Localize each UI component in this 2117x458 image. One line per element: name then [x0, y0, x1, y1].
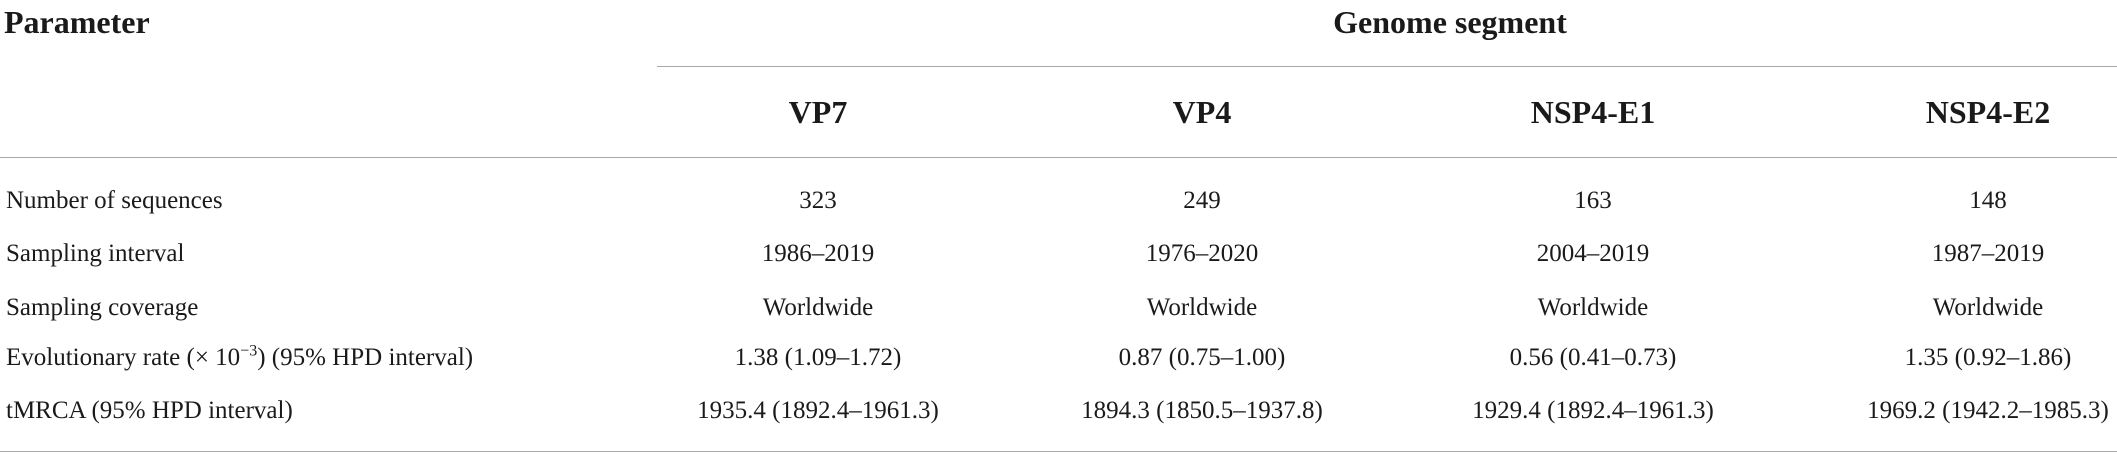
row-label-number-of-sequences: Number of sequences: [6, 187, 223, 214]
table-cell: 1.35 (0.92–1.86): [1904, 344, 2072, 371]
column-header-vp4: VP4: [1172, 94, 1232, 130]
table-cell: 249: [1183, 187, 1221, 214]
table-cell: 0.87 (0.75–1.00): [1118, 344, 1286, 371]
table-cell: 1935.4 (1892.4–1961.3): [697, 397, 939, 424]
header-group-rule: [657, 66, 2117, 67]
table-cell: Worldwide: [1537, 294, 1649, 321]
table-cell: 1969.2 (1942.2–1985.3): [1867, 397, 2109, 424]
table-cell: 1986–2019: [761, 240, 875, 267]
table-cell: Worldwide: [1146, 294, 1258, 321]
table-cell: 323: [799, 187, 837, 214]
table-cell: 0.56 (0.41–0.73): [1509, 344, 1677, 371]
row-label-tmrca: tMRCA (95% HPD interval): [6, 397, 293, 424]
table-cell: Worldwide: [1932, 294, 2044, 321]
table-cell: 1987–2019: [1931, 240, 2045, 267]
table-cell: 148: [1969, 187, 2007, 214]
row-label-prefix: Evolutionary rate (× 10: [6, 344, 241, 371]
row-label-sampling-coverage: Sampling coverage: [6, 294, 199, 321]
bottom-rule: [0, 451, 2117, 452]
table-cell: Worldwide: [762, 294, 874, 321]
column-header-nsp4-e1: NSP4-E1: [1530, 94, 1656, 130]
header-rule: [0, 157, 2117, 158]
column-header-nsp4-e2: NSP4-E2: [1925, 94, 2051, 130]
header-parameter: Parameter: [4, 4, 150, 40]
table-cell: 1.38 (1.09–1.72): [734, 344, 902, 371]
row-label-evolutionary-rate: Evolutionary rate (× 10−3) (95% HPD inte…: [6, 342, 474, 372]
table-cell: 163: [1574, 187, 1612, 214]
column-header-vp7: VP7: [788, 94, 848, 130]
table-cell: 1894.3 (1850.5–1937.8): [1081, 397, 1323, 424]
table-cell: 1929.4 (1892.4–1961.3): [1472, 397, 1714, 424]
table-cell: 2004–2019: [1536, 240, 1650, 267]
row-label-sampling-interval: Sampling interval: [6, 240, 185, 267]
header-genome-segment: Genome segment: [1333, 4, 1567, 40]
table-cell: 1976–2020: [1145, 240, 1259, 267]
row-label-suffix: ) (95% HPD interval): [257, 344, 474, 371]
row-label-exponent: −3: [240, 342, 258, 360]
